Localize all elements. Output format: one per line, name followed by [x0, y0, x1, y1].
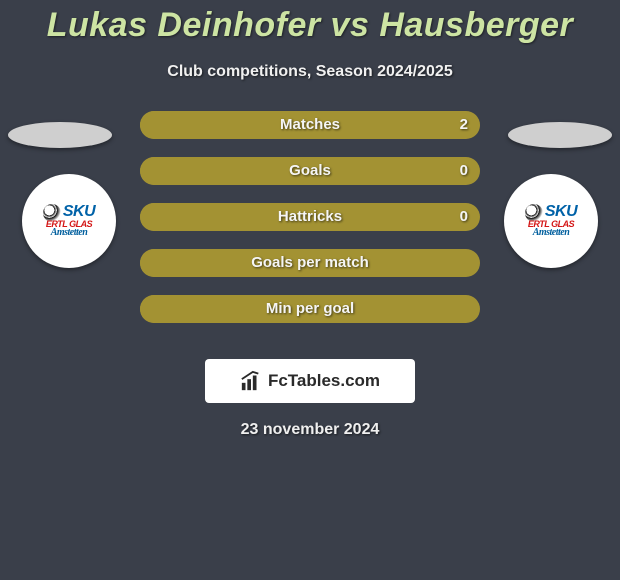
stat-row: Min per goal — [140, 295, 480, 323]
branding-text: FcTables.com — [268, 371, 380, 391]
branding-box: FcTables.com — [205, 359, 415, 403]
stat-value-right: 0 — [460, 157, 468, 185]
stat-bar-left — [140, 203, 310, 231]
comparison-chart: Matches2 Goals0 Hattricks0 Goals per match M… — [0, 111, 620, 351]
stat-bar-left — [140, 157, 310, 185]
stat-row: Hattricks0 — [140, 203, 480, 231]
stat-row: Matches2 — [140, 111, 480, 139]
stat-bar-left — [140, 295, 310, 323]
page-subtitle: Club competitions, Season 2024/2025 — [0, 63, 620, 81]
bar-chart-icon — [240, 370, 262, 392]
stat-value-right: 2 — [460, 111, 468, 139]
page-title: Lukas Deinhofer vs Hausberger — [0, 0, 620, 45]
stat-bar-left — [140, 111, 310, 139]
stat-value-right: 0 — [460, 203, 468, 231]
stat-bar-left — [140, 249, 310, 277]
stat-row: Goals per match — [140, 249, 480, 277]
stat-row: Goals0 — [140, 157, 480, 185]
footer-date: 23 november 2024 — [0, 421, 620, 439]
